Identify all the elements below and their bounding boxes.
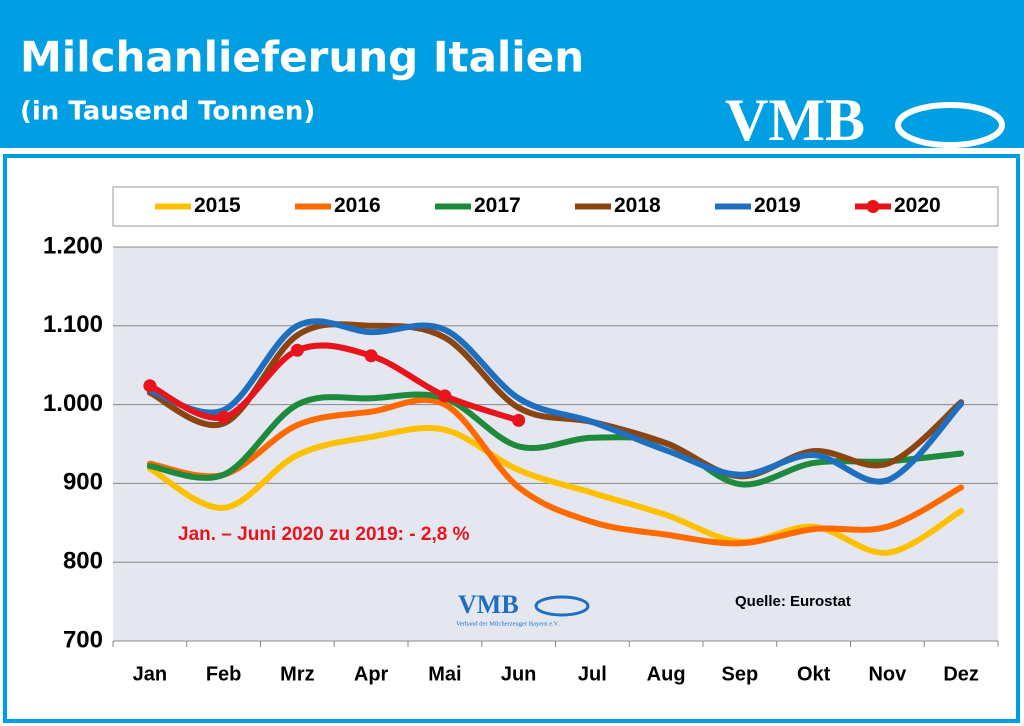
- series-line: [146, 318, 965, 485]
- y-tick-label: 1.200: [43, 232, 103, 259]
- legend-label: 2018: [614, 194, 661, 217]
- x-tick-label: Jan: [133, 663, 167, 685]
- footer-logo-subtitle: Verband der Milcherzeuger Bayern e.V.: [456, 620, 559, 627]
- x-tick-label: Sep: [722, 663, 759, 685]
- y-tick-label: 1.100: [43, 311, 103, 338]
- series-line: [146, 396, 965, 547]
- logo-swoosh: [534, 595, 590, 617]
- series-marker: [143, 379, 157, 393]
- x-tick-label: Aug: [647, 663, 686, 685]
- header: [0, 0, 1024, 148]
- y-tick-label: 800: [63, 548, 103, 575]
- x-tick-label: Apr: [354, 663, 389, 685]
- legend-label: 2020: [894, 194, 941, 217]
- x-tick-label: Jun: [501, 663, 537, 685]
- y-tick-label: 700: [63, 626, 103, 653]
- x-tick-label: Nov: [868, 663, 907, 685]
- source: Quelle: Eurostat: [735, 593, 851, 610]
- x-tick-label: Feb: [206, 663, 242, 685]
- y-tick-label: 1.000: [43, 390, 103, 417]
- legend-label: 2017: [474, 194, 521, 217]
- y-tick-label: 900: [63, 469, 103, 496]
- footer-logo: VMB: [458, 590, 519, 619]
- series-line: [146, 391, 965, 488]
- header-logo: VMB: [725, 87, 865, 153]
- chart-subtitle: (in Tausend Tonnen): [20, 97, 315, 127]
- legend-label: 2019: [754, 194, 801, 217]
- x-tick-label: Dez: [943, 663, 979, 685]
- legend: [112, 186, 999, 227]
- series-marker: [290, 343, 304, 357]
- x-tick-label: Jul: [578, 663, 607, 685]
- legend-label: 2016: [334, 194, 381, 217]
- x-tick-label: Okt: [797, 663, 831, 685]
- series-marker: [512, 413, 526, 427]
- chart-title: Milchanlieferung Italien: [20, 33, 584, 82]
- series-line: [146, 321, 965, 480]
- x-tick-label: Mai: [428, 663, 461, 685]
- x-tick-label: Mrz: [280, 663, 314, 685]
- legend-label: 2015: [194, 194, 241, 217]
- logo-swoosh: [895, 102, 1005, 148]
- series-marker: [438, 389, 452, 403]
- legend-marker: [866, 200, 880, 213]
- annotation: Jan. – Juni 2020 zu 2019: - 2,8 %: [178, 524, 470, 545]
- series-marker: [364, 349, 378, 363]
- series-marker: [217, 410, 231, 424]
